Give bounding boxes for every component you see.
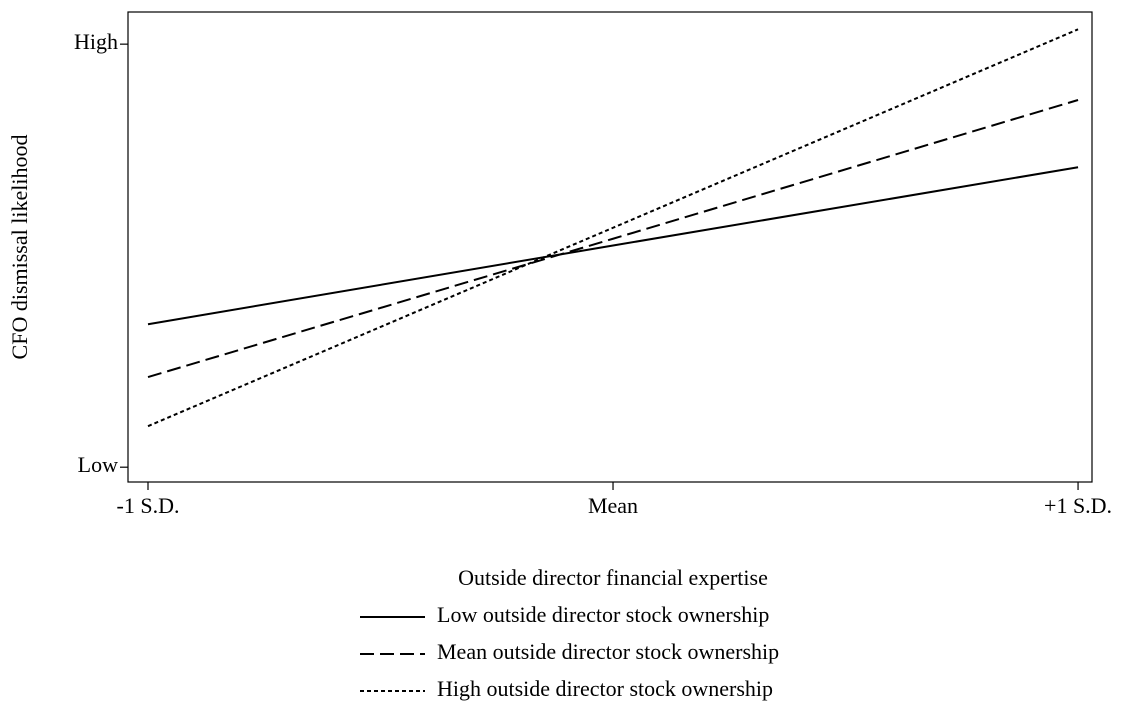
x-axis-label: Outside director financial expertise: [458, 565, 768, 590]
series-line: [147, 28, 1079, 428]
legend-label: Low outside director stock ownership: [437, 602, 769, 627]
x-tick-label: +1 S.D.: [1044, 493, 1112, 518]
x-tick-label: Mean: [588, 493, 638, 518]
series-line: [147, 166, 1079, 326]
series-line: [147, 99, 1079, 379]
x-tick-label: -1 S.D.: [117, 493, 180, 518]
legend-label: High outside director stock ownership: [437, 676, 773, 701]
legend-label: Mean outside director stock ownership: [437, 639, 779, 664]
y-tick-label: Low: [78, 452, 118, 477]
y-axis-label: CFO dismissal likelihood: [7, 135, 32, 360]
plot-frame: [127, 11, 1093, 483]
y-tick-label: High: [74, 29, 118, 54]
